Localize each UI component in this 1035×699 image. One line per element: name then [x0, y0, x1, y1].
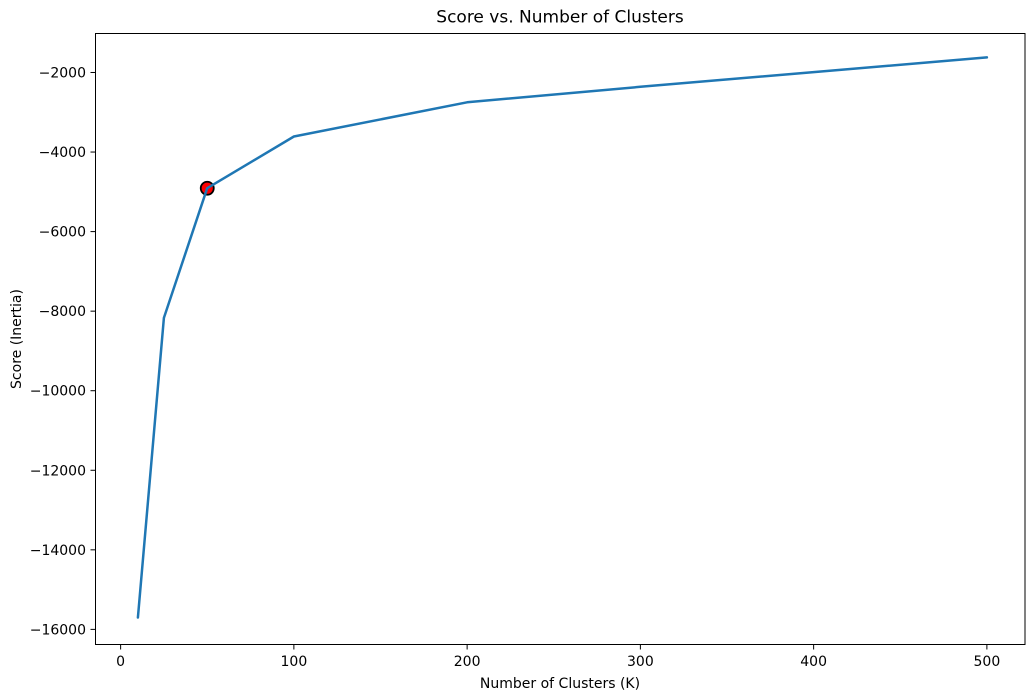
y-axis-label: Score (Inertia) [9, 289, 25, 389]
y-tick-label: −2000 [39, 65, 86, 81]
y-tick-label: −8000 [39, 304, 86, 320]
x-axis-label: Number of Clusters (K) [480, 676, 640, 692]
y-tick-label: −16000 [30, 622, 86, 638]
score-line [136, 56, 989, 619]
y-tick-label: −10000 [30, 384, 86, 400]
y-tick-label: −14000 [30, 543, 86, 559]
plot-area: 0 100 200 300 400 500 −16000 −14000 −12000 −10000… [30, 33, 1026, 670]
y-tick-label: −4000 [39, 145, 86, 161]
y-tick-label: −6000 [39, 225, 86, 241]
x-tick-label: 500 [974, 654, 1001, 670]
x-tick-label: 0 [116, 654, 125, 670]
chart-title: Score vs. Number of Clusters [436, 8, 684, 28]
plot-frame [95, 33, 1026, 645]
y-tick-label: −12000 [30, 463, 86, 479]
x-tick-label: 300 [627, 654, 654, 670]
x-tick-label: 200 [454, 654, 481, 670]
x-tick-label: 400 [800, 654, 827, 670]
x-tick-label: 100 [281, 654, 308, 670]
